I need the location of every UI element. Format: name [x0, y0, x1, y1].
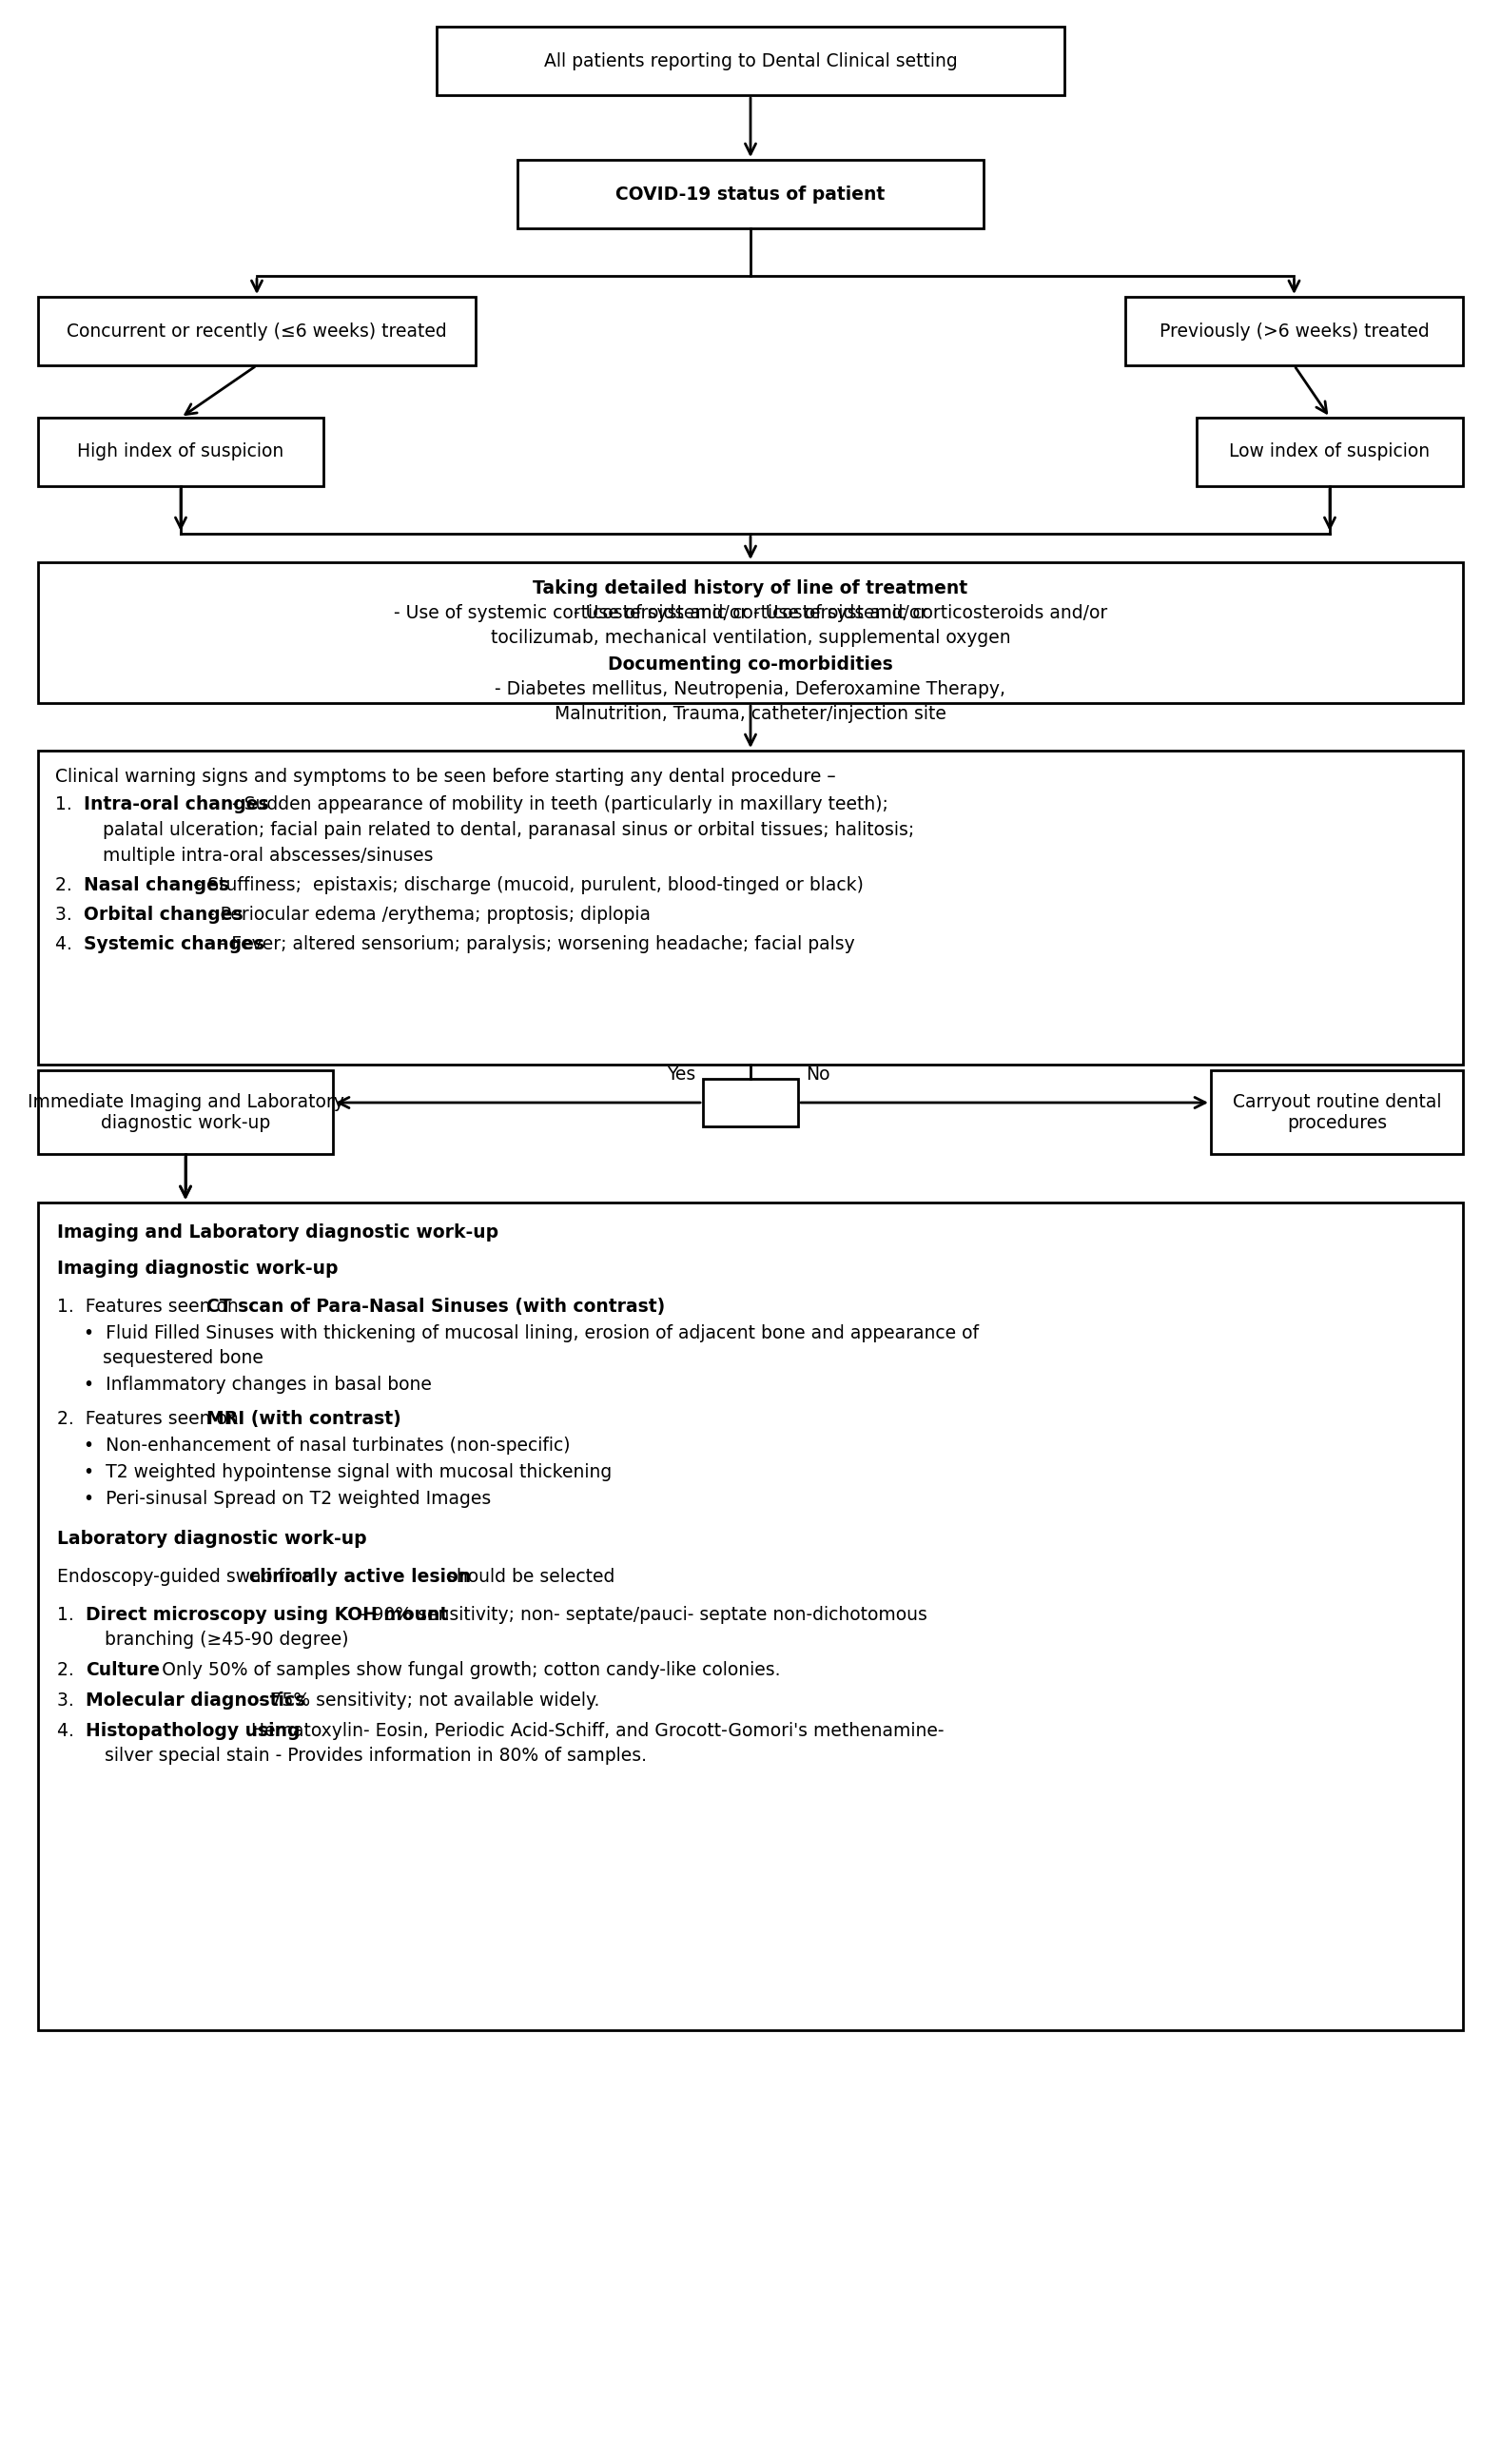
Text: – Only 50% of samples show fungal growth; cotton candy-like colonies.: – Only 50% of samples show fungal growth…: [141, 1661, 781, 1678]
Text: Systemic changes: Systemic changes: [84, 936, 264, 954]
Bar: [38, 296, 476, 365]
Text: 3.: 3.: [56, 907, 84, 924]
Text: 4.: 4.: [57, 1722, 86, 1740]
Bar: [702, 1079, 799, 1126]
Bar: [1196, 416, 1463, 485]
Text: Hematoxylin- Eosin, Periodic Acid-Schiff, and Grocott-Gomori's methenamine-: Hematoxylin- Eosin, Periodic Acid-Schiff…: [245, 1722, 944, 1740]
Bar: [518, 160, 983, 229]
Text: Culture: Culture: [86, 1661, 159, 1678]
Text: Nasal changes: Nasal changes: [84, 877, 230, 894]
Text: Immediate Imaging and Laboratory
diagnostic work-up: Immediate Imaging and Laboratory diagnos…: [27, 1092, 344, 1131]
Text: CT scan of Para-Nasal Sinuses (with contrast): CT scan of Para-Nasal Sinuses (with cont…: [207, 1299, 665, 1316]
Text: Concurrent or recently (≤6 weeks) treated: Concurrent or recently (≤6 weeks) treate…: [66, 323, 447, 340]
Text: Malnutrition, Trauma, catheter/injection site: Malnutrition, Trauma, catheter/injection…: [554, 705, 947, 722]
Text: COVID-19 status of patient: COVID-19 status of patient: [615, 185, 886, 202]
Text: 3.: 3.: [57, 1690, 86, 1710]
Text: - 90% sensitivity; non- septate/pauci- septate non-dichotomous: - 90% sensitivity; non- septate/pauci- s…: [350, 1607, 928, 1624]
Text: - Sudden appearance of mobility in teeth (particularly in maxillary teeth);: - Sudden appearance of mobility in teeth…: [227, 796, 889, 813]
Text: - Use of systemic corticosteroids and/or - Use of systemic corticosteroids and/o: - Use of systemic corticosteroids and/or…: [393, 604, 1108, 623]
Text: MRI (with contrast): MRI (with contrast): [207, 1409, 402, 1429]
Text: Taking detailed history of line of treatment: Taking detailed history of line of treat…: [533, 579, 968, 596]
Text: Molecular diagnostics: Molecular diagnostics: [86, 1690, 306, 1710]
Text: Endoscopy-guided swab from: Endoscopy-guided swab from: [57, 1567, 326, 1587]
Text: should be selected: should be selected: [441, 1567, 615, 1587]
Text: High index of suspicion: High index of suspicion: [78, 444, 284, 461]
Text: No: No: [806, 1064, 830, 1084]
Text: branching (≥45-90 degree): branching (≥45-90 degree): [105, 1631, 348, 1648]
Text: Yes: Yes: [666, 1064, 695, 1084]
Text: - 75% sensitivity; not available widely.: - 75% sensitivity; not available widely.: [254, 1690, 600, 1710]
Text: •  Inflammatory changes in basal bone: • Inflammatory changes in basal bone: [84, 1375, 432, 1395]
Text: Imaging diagnostic work-up: Imaging diagnostic work-up: [57, 1259, 338, 1279]
Text: - Use of systemic corticosteroids and/or: - Use of systemic corticosteroids and/or: [573, 604, 928, 623]
Text: palatal ulceration; facial pain related to dental, paranasal sinus or orbital ti: palatal ulceration; facial pain related …: [102, 821, 914, 840]
Bar: [38, 1202, 1463, 2030]
Text: •  Fluid Filled Sinuses with thickening of mucosal lining, erosion of adjacent b: • Fluid Filled Sinuses with thickening o…: [84, 1323, 979, 1343]
Text: 4.: 4.: [56, 936, 84, 954]
Text: tocilizumab, mechanical ventilation, supplemental oxygen: tocilizumab, mechanical ventilation, sup…: [491, 628, 1010, 648]
Text: sequestered bone: sequestered bone: [102, 1348, 263, 1368]
Text: - Periocular edema /erythema; proptosis; diplopia: - Periocular edema /erythema; proptosis;…: [203, 907, 651, 924]
Text: multiple intra-oral abscesses/sinuses: multiple intra-oral abscesses/sinuses: [102, 848, 434, 865]
Text: Documenting co-morbidities: Documenting co-morbidities: [608, 655, 893, 673]
Bar: [437, 27, 1064, 96]
Text: •  T2 weighted hypointense signal with mucosal thickening: • T2 weighted hypointense signal with mu…: [84, 1464, 612, 1481]
Text: 2.: 2.: [57, 1661, 86, 1678]
Text: Intra-oral changes: Intra-oral changes: [84, 796, 269, 813]
Bar: [1211, 1069, 1463, 1153]
Text: 1.: 1.: [57, 1607, 86, 1624]
Bar: [38, 562, 1463, 702]
Text: clinically active lesion: clinically active lesion: [249, 1567, 471, 1587]
Text: Orbital changes: Orbital changes: [84, 907, 243, 924]
Text: 2.  Features seen on: 2. Features seen on: [57, 1409, 245, 1429]
Bar: [1126, 296, 1463, 365]
Text: Imaging and Laboratory diagnostic work-up: Imaging and Laboratory diagnostic work-u…: [57, 1225, 498, 1242]
Text: All patients reporting to Dental Clinical setting: All patients reporting to Dental Clinica…: [543, 52, 958, 69]
Text: silver special stain - Provides information in 80% of samples.: silver special stain - Provides informat…: [105, 1747, 647, 1764]
Text: 1.  Features seen on: 1. Features seen on: [57, 1299, 245, 1316]
Text: 1.: 1.: [56, 796, 84, 813]
Text: Clinical warning signs and symptoms to be seen before starting any dental proced: Clinical warning signs and symptoms to b…: [56, 769, 836, 786]
Text: - Diabetes mellitus, Neutropenia, Deferoxamine Therapy,: - Diabetes mellitus, Neutropenia, Defero…: [495, 680, 1006, 697]
Text: Laboratory diagnostic work-up: Laboratory diagnostic work-up: [57, 1530, 366, 1547]
Text: Histopathology using: Histopathology using: [86, 1722, 300, 1740]
Text: 2.: 2.: [56, 877, 84, 894]
Text: Low index of suspicion: Low index of suspicion: [1229, 444, 1430, 461]
Bar: [38, 752, 1463, 1064]
Text: Direct microscopy using KOH mount: Direct microscopy using KOH mount: [86, 1607, 449, 1624]
Text: •  Non-enhancement of nasal turbinates (non-specific): • Non-enhancement of nasal turbinates (n…: [84, 1437, 570, 1454]
Bar: [38, 1069, 333, 1153]
Bar: [38, 416, 323, 485]
Text: – Fever; altered sensorium; paralysis; worsening headache; facial palsy: – Fever; altered sensorium; paralysis; w…: [210, 936, 854, 954]
Text: Previously (>6 weeks) treated: Previously (>6 weeks) treated: [1159, 323, 1429, 340]
Text: – Stuffiness;  epistaxis; discharge (mucoid, purulent, blood-tinged or black): – Stuffiness; epistaxis; discharge (muco…: [188, 877, 863, 894]
Text: Carryout routine dental
procedures: Carryout routine dental procedures: [1232, 1092, 1441, 1131]
Text: •  Peri-sinusal Spread on T2 weighted Images: • Peri-sinusal Spread on T2 weighted Ima…: [84, 1491, 491, 1508]
